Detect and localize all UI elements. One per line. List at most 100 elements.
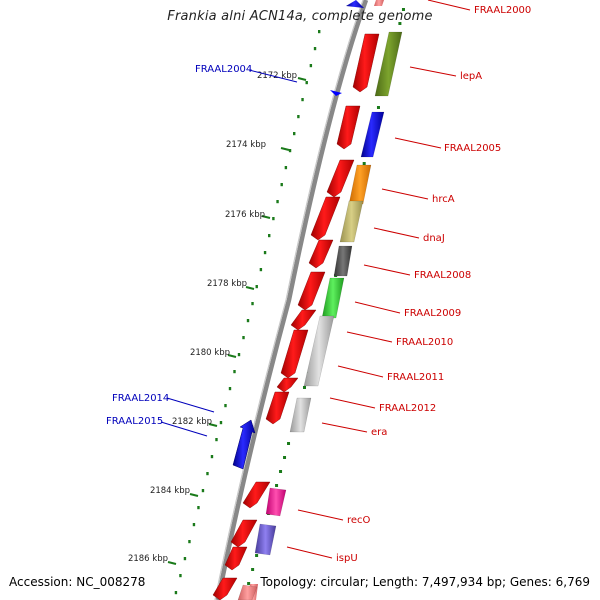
- track-dot: [288, 149, 292, 153]
- forward-cds-arrow: [352, 33, 380, 93]
- track-dot: [268, 234, 271, 238]
- gene-leader-line: [346, 331, 393, 343]
- kbp-tick: [261, 215, 271, 219]
- gene-label-fraal2011[interactable]: FRAAL2011: [387, 372, 444, 383]
- forward-cds-arrow: [212, 577, 238, 600]
- gene-label-fraal2005[interactable]: FRAAL2005: [444, 143, 501, 154]
- track-dot: [247, 582, 251, 585]
- gene-leader-line: [373, 227, 420, 239]
- track-dot: [251, 568, 255, 571]
- track-dot: [297, 115, 300, 119]
- gene-label-reco[interactable]: recO: [347, 515, 371, 526]
- gene-leader-line: [394, 137, 442, 149]
- cds-dnaJ: [339, 200, 364, 243]
- gene-label-fraal2015[interactable]: FRAAL2015: [106, 416, 163, 427]
- cds-bottom-salmon: [237, 584, 258, 600]
- track-dot: [224, 404, 227, 408]
- kbp-tick-label: 2182 kbp: [172, 417, 212, 427]
- kbp-tick-label: 2186 kbp: [128, 554, 168, 564]
- genome-backbone-highlight: [214, 0, 364, 600]
- gene-label-fraal2004[interactable]: FRAAL2004: [195, 64, 252, 75]
- gene-leader-line: [427, 0, 471, 11]
- kbp-tick-label: 2174 kbp: [226, 140, 266, 150]
- track-dot: [309, 64, 313, 68]
- kbp-tick: [208, 423, 218, 427]
- track-dot: [287, 442, 291, 445]
- gene-label-dnaj[interactable]: dnaJ: [423, 233, 445, 244]
- kbp-tick-label: 2180 kbp: [190, 348, 230, 358]
- track-dot: [275, 484, 279, 487]
- gene-labels-right: FRAAL2000 lepA FRAAL2005 hrcA dnaJ FRAAL2008 F…: [336, 5, 531, 564]
- gene-leader-line: [337, 365, 384, 378]
- gene-leader-line: [248, 69, 298, 83]
- forward-cds-arrow: [276, 377, 299, 393]
- colored-gene-lane: [237, 31, 403, 600]
- cds-FRAAL2010: [303, 315, 335, 387]
- cds-FRAAL2008: [333, 245, 353, 277]
- kbp-tick: [245, 286, 255, 290]
- gene-leader-line: [409, 66, 457, 77]
- cds-ispU: [254, 523, 277, 556]
- forward-cds-arrow: [224, 546, 248, 571]
- accession-text: Accession: NC_008278: [9, 575, 146, 589]
- track-dot: [283, 456, 287, 459]
- track-dot: [284, 166, 288, 170]
- genome-backbone: [215, 0, 369, 600]
- track-dot: [376, 106, 380, 109]
- kbp-tick: [227, 354, 237, 358]
- page-title: Frankia alni ACN14a, complete genome: [167, 9, 433, 24]
- track-dot: [255, 554, 259, 557]
- cds-FRAAL2012: [289, 397, 312, 433]
- track-dot: [279, 470, 283, 473]
- gene-label-fraal2009[interactable]: FRAAL2009: [404, 308, 461, 319]
- track-dot: [263, 251, 267, 255]
- track-dot: [246, 319, 250, 323]
- cds-lepA: [374, 31, 403, 97]
- cds-FRAAL2014-2015-reverse: [232, 419, 256, 470]
- gene-labels-left: FRAAL2004 FRAAL2014 FRAAL2015: [106, 64, 252, 427]
- kbp-tick: [167, 561, 177, 565]
- track-dot: [398, 22, 402, 25]
- kbp-tick: [280, 147, 290, 151]
- kbp-tick-label: 2178 kbp: [207, 279, 247, 289]
- forward-cds-arrow: [290, 309, 317, 331]
- cds-small-blue-reverse: [330, 90, 342, 96]
- track-dot: [313, 47, 317, 51]
- track-dot: [210, 455, 214, 459]
- kbp-tick-label: 2184 kbp: [150, 486, 190, 496]
- track-dot: [305, 81, 308, 85]
- track-dot: [318, 30, 321, 34]
- track-dot: [302, 386, 306, 389]
- outer-dotted-track: [174, 30, 321, 595]
- gene-label-fraal2012[interactable]: FRAAL2012: [379, 403, 436, 414]
- kbp-tick-label: 2176 kbp: [225, 210, 265, 220]
- gene-leader-line: [286, 546, 333, 559]
- kbp-tick: [297, 77, 307, 81]
- track-dot: [362, 162, 366, 165]
- forward-cds-arrow: [374, 0, 384, 6]
- track-dot: [188, 540, 191, 544]
- forward-cds-arrow: [308, 239, 334, 269]
- kbp-tick-label: 2172 kbp: [257, 71, 297, 81]
- gene-label-fraal2008[interactable]: FRAAL2008: [414, 270, 471, 281]
- forward-cds-arrow: [326, 159, 355, 198]
- gene-leader-line: [381, 188, 429, 200]
- gene-label-lepa[interactable]: lepA: [460, 71, 482, 82]
- gene-leader-line: [160, 421, 208, 437]
- gene-label-fraal2000[interactable]: FRAAL2000: [474, 5, 531, 16]
- gene-label-era[interactable]: era: [371, 427, 387, 438]
- track-dot: [301, 98, 304, 102]
- track-dot: [242, 336, 245, 340]
- gene-label-fraal2014[interactable]: FRAAL2014: [112, 393, 169, 404]
- cds-hrcA: [348, 164, 372, 205]
- gene-label-fraal2010[interactable]: FRAAL2010: [396, 337, 453, 348]
- gene-label-hrca[interactable]: hrcA: [432, 194, 455, 205]
- track-dot: [276, 200, 279, 204]
- track-dot: [174, 591, 178, 595]
- track-dot: [197, 506, 200, 510]
- gene-label-ispu[interactable]: ispU: [336, 553, 358, 564]
- track-dot: [183, 557, 187, 561]
- track-dot: [255, 285, 258, 289]
- forward-cds-arrow: [297, 271, 326, 311]
